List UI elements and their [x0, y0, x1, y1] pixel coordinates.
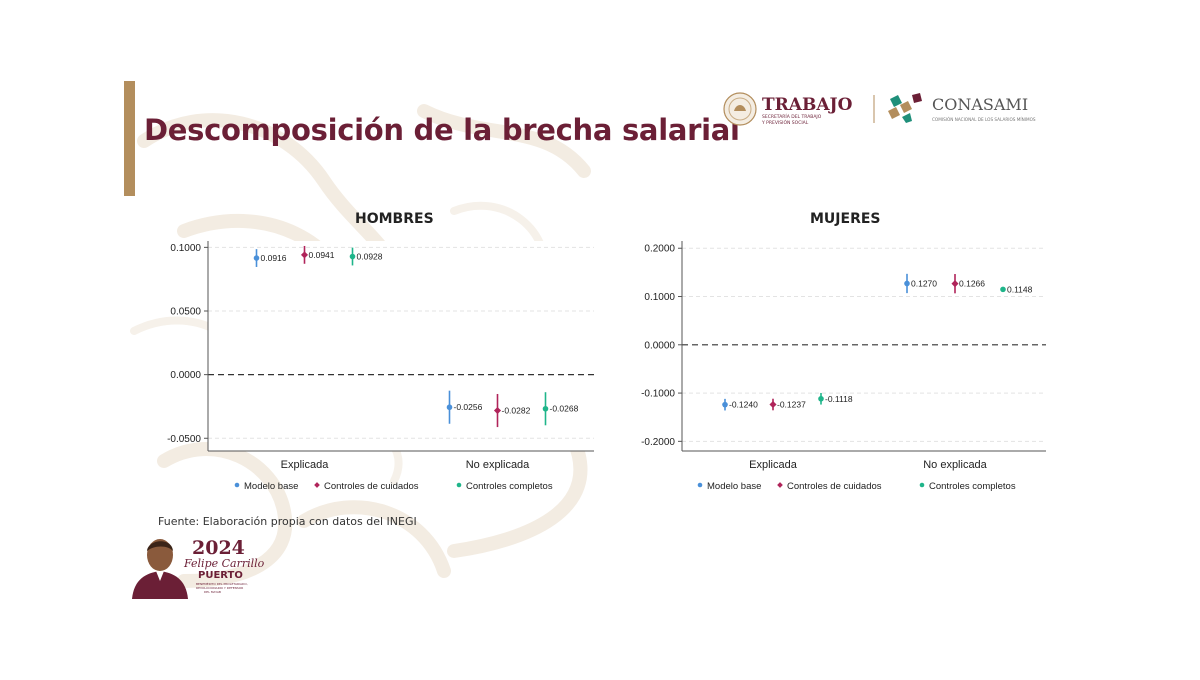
trabajo-subtitle-1: SECRETARÍA DEL TRABAJO — [762, 113, 822, 120]
y-tick-label: 0.0000 — [644, 340, 675, 351]
data-label: -0.0256 — [454, 402, 483, 412]
legend-label: Modelo base — [244, 481, 298, 492]
chart-hombres: 0.1000 0.0500 0.0000 -0.0500 Explicada No exp… — [167, 241, 594, 492]
x-category-label: No explicada — [466, 459, 530, 471]
source-note: Fuente: Elaboración propia con datos del… — [158, 515, 417, 528]
plot-area — [682, 241, 1046, 451]
legend-label: Controles completos — [929, 481, 1016, 492]
y-tick-label: 0.0500 — [170, 307, 201, 318]
data-label: 0.0916 — [261, 253, 287, 263]
accent-bar — [124, 81, 135, 196]
conasami-subtitle: COMISIÓN NACIONAL DE LOS SALARIOS MÍNIMO… — [932, 117, 1036, 122]
legend-label: Controles de cuidados — [787, 481, 882, 492]
chart-title-hombres: HOMBRES — [355, 211, 434, 227]
y-tick-label: -0.1000 — [641, 389, 675, 400]
data-point — [542, 405, 549, 412]
legend-marker — [777, 482, 783, 488]
y-tick-label: 0.1000 — [170, 243, 201, 254]
data-label: -0.0268 — [550, 404, 579, 414]
y-tick-label: -0.2000 — [641, 437, 675, 448]
data-point — [253, 255, 260, 261]
data-label: 0.0928 — [357, 252, 383, 262]
slide: Descomposición de la brecha salarial TRA… — [124, 81, 1076, 599]
y-tick-label: 0.0000 — [170, 370, 201, 381]
data-label: -0.1118 — [825, 394, 853, 404]
anniversary-tagline-3: DEL MAYAB — [204, 590, 221, 594]
legend-marker — [234, 482, 240, 488]
data-point — [1000, 286, 1006, 293]
data-point — [349, 253, 356, 260]
legend-marker — [456, 482, 462, 488]
data-label: -0.0282 — [502, 406, 531, 416]
data-label: 0.1266 — [959, 279, 985, 289]
data-label: -0.1237 — [777, 400, 806, 410]
data-point — [769, 400, 777, 409]
data-point — [818, 395, 824, 402]
chart-mujeres: 0.2000 0.1000 0.0000 -0.1000 -0.2000 Explicad… — [641, 241, 1046, 492]
data-point — [722, 401, 728, 408]
anniversary-year: 2024 — [192, 537, 245, 559]
government-seal-icon — [723, 92, 757, 126]
data-label: -0.1240 — [729, 400, 758, 410]
header-logos: TRABAJO SECRETARÍA DEL TRABAJO Y PREVISI… — [723, 92, 1036, 126]
y-tick-label: -0.0500 — [167, 434, 201, 445]
data-point — [493, 406, 502, 415]
legend-label: Controles de cuidados — [324, 481, 419, 492]
trabajo-subtitle-2: Y PREVISIÓN SOCIAL — [761, 119, 809, 126]
x-category-label: Explicada — [749, 459, 798, 471]
conasami-mark-icon — [888, 93, 922, 123]
legend-marker — [919, 482, 925, 488]
x-category-label: Explicada — [281, 459, 330, 471]
y-tick-label: 0.1000 — [644, 292, 675, 303]
portrait-icon — [132, 539, 188, 599]
chart-title-mujeres: MUJERES — [810, 211, 881, 227]
anniversary-name: Felipe Carrillo — [183, 557, 265, 570]
legend-label: Modelo base — [707, 481, 761, 492]
legend-marker — [697, 482, 703, 488]
data-label: 0.0941 — [309, 250, 335, 260]
x-category-label: No explicada — [923, 459, 987, 471]
data-label: 0.1148 — [1007, 284, 1033, 294]
slide-title: Descomposición de la brecha salarial — [144, 113, 740, 147]
anniversary-place: PUERTO — [198, 570, 243, 581]
anniversary-tagline-2: REVOLUCIONARIO Y DEFENSOR — [196, 586, 243, 590]
plot-area — [208, 241, 594, 451]
data-point — [904, 280, 910, 287]
legend-label: Controles completos — [466, 481, 553, 492]
data-label: 0.1270 — [911, 278, 937, 288]
conasami-logo-text: CONASAMI — [932, 95, 1028, 114]
data-point — [446, 404, 453, 411]
y-tick-label: 0.2000 — [644, 244, 675, 255]
trabajo-logo-text: TRABAJO — [762, 95, 853, 115]
anniversary-emblem: 2024 Felipe Carrillo PUERTO BENEMÉRITO D… — [132, 537, 265, 599]
legend-marker — [314, 482, 320, 488]
anniversary-tagline-1: BENEMÉRITO DEL PROLETARIADO, — [196, 581, 248, 586]
